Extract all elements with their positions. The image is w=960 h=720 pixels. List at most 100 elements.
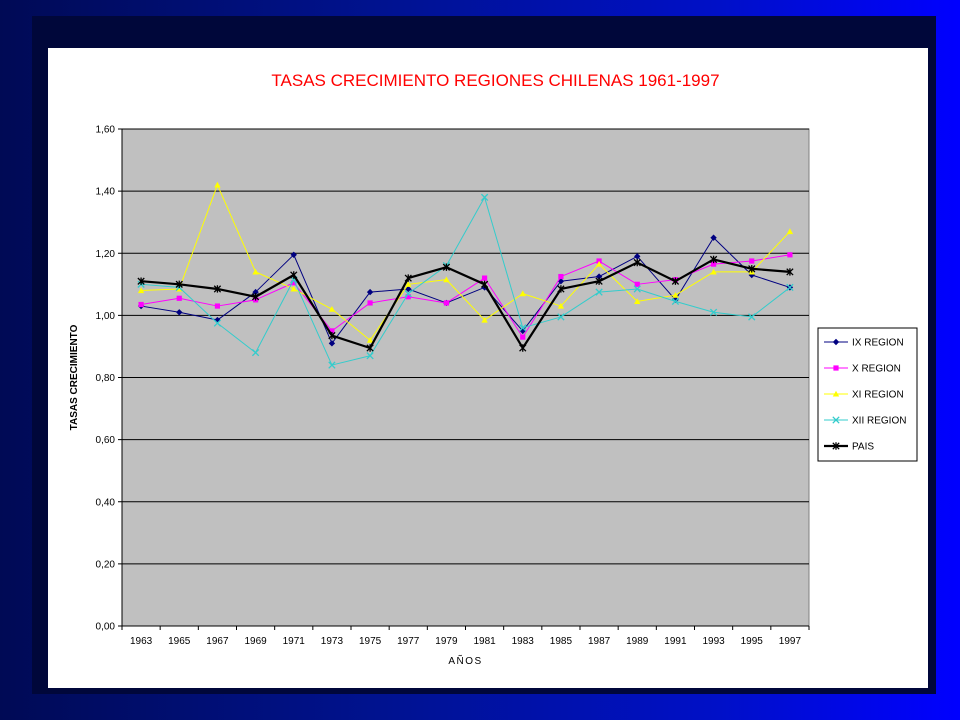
data-point: [633, 258, 641, 267]
legend-label: PAIS: [852, 442, 874, 453]
y-tick-label: 1,20: [96, 249, 116, 260]
x-tick-label: 1993: [702, 636, 725, 647]
x-axis-label: AÑOS: [448, 654, 482, 667]
data-point: [137, 287, 145, 294]
x-tick-label: 1973: [321, 636, 344, 647]
y-tick-label: 0,00: [96, 622, 116, 633]
data-point: [404, 289, 412, 298]
data-point: [329, 328, 335, 334]
data-point: [557, 285, 565, 293]
series-line: [141, 196, 791, 366]
slide-canvas: TASAS CRECIMIENTO REGIONES CHILENAS 1961…: [48, 48, 928, 688]
data-point: [786, 283, 794, 292]
y-tick-label: 0,80: [96, 373, 116, 384]
data-point: [290, 251, 297, 259]
chart: TASAS CRECIMIENTO REGIONES CHILENAS 1961…: [69, 71, 918, 667]
data-point: [442, 263, 451, 271]
x-tick-label: 1985: [550, 636, 573, 647]
data-point: [709, 255, 718, 264]
data-point: [214, 303, 221, 309]
x-tick-label: 1997: [779, 636, 802, 647]
data-point: [290, 285, 297, 292]
data-point: [709, 308, 718, 316]
x-tick-label: 1969: [244, 636, 267, 647]
legend-label: X REGION: [852, 364, 901, 375]
x-tick-label: 1987: [588, 636, 611, 647]
data-point: [786, 268, 794, 276]
data-point: [634, 253, 641, 260]
data-point: [519, 344, 527, 352]
data-point: [480, 193, 489, 201]
y-tick-label: 0,20: [96, 559, 116, 570]
x-tick-label: 1979: [435, 636, 458, 647]
chart-title: TASAS CRECIMIENTO REGIONES CHILENAS 1961…: [271, 71, 719, 90]
series-xii-region: [137, 193, 794, 369]
data-point: [671, 277, 680, 285]
data-point: [748, 313, 756, 321]
legend-marker: [832, 338, 840, 346]
data-point: [366, 288, 374, 296]
data-point: [634, 281, 640, 287]
x-tick-label: 1965: [168, 636, 191, 647]
x-tick-label: 1981: [473, 636, 496, 647]
data-point: [328, 361, 336, 369]
data-point: [557, 278, 565, 285]
data-point: [748, 265, 756, 273]
data-point: [481, 275, 488, 281]
data-point: [443, 276, 450, 283]
series-xi-region: [137, 181, 794, 343]
data-point: [366, 352, 374, 360]
x-tick-label: 1989: [626, 636, 649, 647]
y-tick-label: 1,00: [96, 311, 116, 322]
data-point: [595, 273, 603, 280]
legend-label: XI REGION: [852, 390, 904, 401]
data-point: [252, 268, 259, 275]
data-point: [328, 340, 336, 347]
data-point: [557, 302, 565, 309]
series-line: [140, 258, 791, 350]
x-tick-label: 1963: [130, 636, 153, 647]
legend-label: IX REGION: [852, 338, 904, 349]
data-point: [290, 271, 298, 279]
data-point: [710, 234, 717, 241]
series-line: [141, 184, 791, 341]
data-point: [786, 228, 794, 235]
data-point: [672, 291, 679, 298]
legend-marker: [832, 390, 840, 397]
data-point: [252, 288, 259, 296]
data-point: [558, 273, 564, 280]
x-tick-label: 1967: [206, 636, 229, 647]
data-point: [367, 300, 373, 306]
data-point: [671, 297, 680, 306]
data-point: [291, 280, 297, 286]
legend-marker: [832, 442, 840, 450]
data-point: [520, 334, 526, 340]
data-point: [481, 316, 488, 323]
y-tick-label: 1,60: [96, 125, 116, 136]
y-tick-label: 0,40: [96, 497, 116, 508]
series-line: [141, 237, 791, 344]
data-point: [405, 281, 412, 287]
data-point: [138, 301, 144, 308]
data-point: [633, 285, 641, 293]
data-point: [176, 295, 182, 301]
x-tick-label: 1991: [664, 636, 687, 647]
x-tick-label: 1975: [359, 636, 382, 647]
data-point: [328, 331, 336, 340]
data-point: [595, 277, 603, 285]
data-point: [443, 300, 450, 306]
data-point: [672, 296, 679, 304]
data-point: [176, 285, 183, 292]
data-point: [175, 280, 183, 289]
legend-label: XII REGION: [852, 416, 906, 427]
x-tick-label: 1995: [741, 636, 764, 647]
data-point: [557, 313, 565, 321]
data-point: [634, 298, 641, 304]
x-tick-label: 1971: [283, 636, 306, 647]
data-point: [176, 309, 183, 316]
x-tick-label: 1977: [397, 636, 420, 647]
legend-marker: [832, 416, 840, 424]
y-tick-label: 0,60: [96, 435, 116, 446]
y-axis-label: TASAS CRECIMIENTO: [69, 324, 80, 430]
x-tick-label: 1983: [512, 636, 535, 647]
